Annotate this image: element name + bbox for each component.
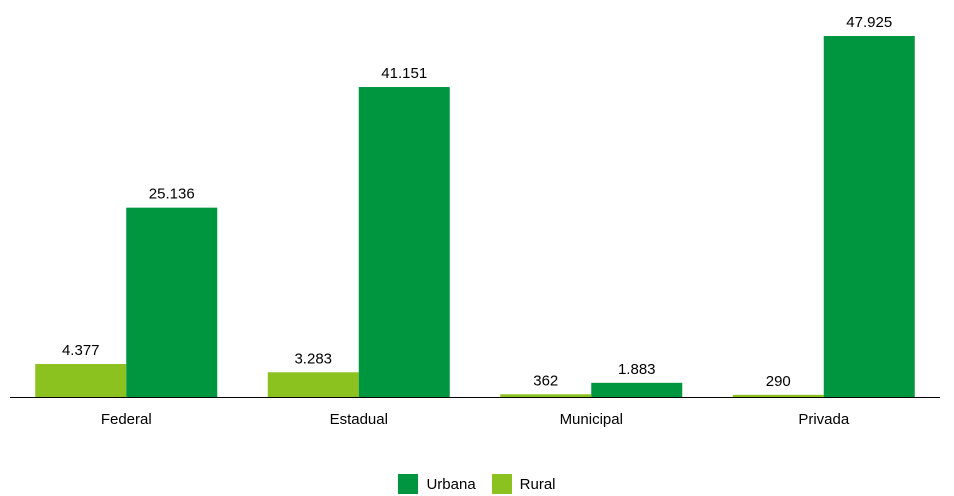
x-tick-label-municipal: Municipal [560,411,623,428]
data-label-urbana-federal: 25.136 [149,186,195,203]
bar-urbana-estadual [358,87,450,398]
x-tick-label-estadual: Estadual [330,411,388,428]
x-tick-label-privada: Privada [798,411,850,428]
bar-urbana-privada [823,36,915,397]
bar-rural-privada [732,394,824,397]
bar-urbana-municipal [591,382,683,397]
data-label-urbana-municipal: 1.883 [618,361,656,378]
data-label-rural-estadual: 3.283 [294,350,332,367]
data-labels-group: 4.377 25.136 3.283 41.151 362 1.883 290 47.925 [62,14,892,390]
x-tick-labels-group: Federal Estadual Municipal Privada [101,411,850,428]
legend-swatch-urbana [398,474,419,494]
bar-rural-federal [35,364,127,397]
legend-item-rural: Rural [491,474,556,494]
data-label-urbana-estadual: 41.151 [381,65,427,82]
x-tick-label-federal: Federal [101,411,152,428]
data-label-rural-federal: 4.377 [62,342,100,359]
bar-chart: 4.37725.1363.28341.1513621.88329047.925 … [10,14,940,428]
legend-label-rural: Rural [519,475,556,493]
legend: Urbana Rural [0,472,954,496]
bar-urbana-federal [126,207,218,397]
bars-group [35,36,915,398]
legend-swatch-rural [491,474,512,494]
data-label-rural-privada: 290 [766,373,791,390]
bar-rural-municipal [500,394,592,397]
legend-item-urbana: Urbana [398,474,476,494]
bar-rural-estadual [267,372,359,397]
data-label-urbana-privada: 47.925 [846,14,892,31]
legend-label-urbana: Urbana [426,475,476,493]
data-label-rural-municipal: 362 [533,372,558,389]
